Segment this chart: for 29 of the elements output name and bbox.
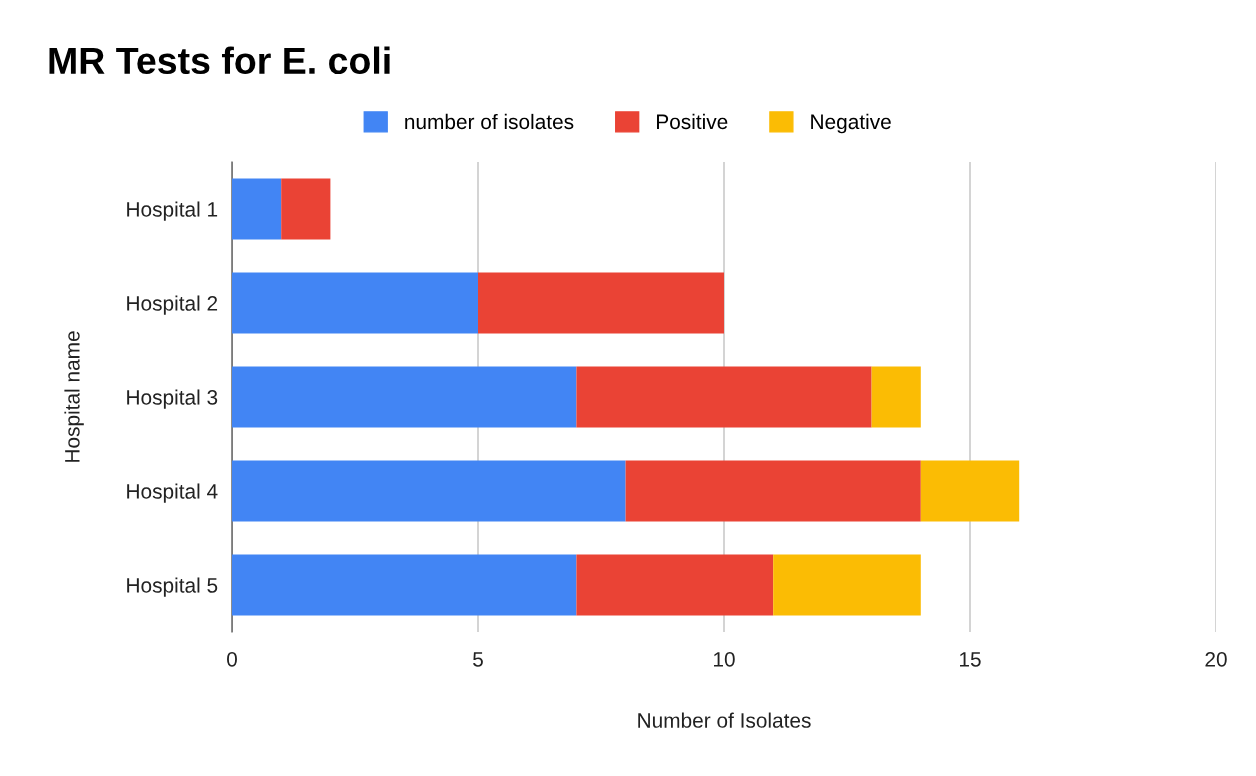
bar [281, 178, 331, 240]
bar [232, 460, 626, 522]
bar [232, 178, 282, 240]
bar [576, 554, 774, 616]
x-axis-title: Number of Isolates [638, 712, 811, 728]
y-tick-label: Hospital 1 [127, 201, 218, 221]
y-axis-title: Hospital name [64, 331, 84, 462]
legend-label: Negative [811, 113, 891, 134]
bar [232, 366, 577, 428]
x-tick-label: 20 [1205, 651, 1227, 667]
bar [920, 460, 1020, 522]
bar [478, 272, 724, 334]
legend-label: Positive [657, 113, 728, 130]
bar [773, 554, 921, 616]
y-tick-label: Hospital 3 [127, 389, 218, 409]
x-tick-label: 10 [714, 651, 735, 667]
x-tick-label: 0 [227, 651, 237, 667]
y-tick-label: Hospital 5 [127, 577, 218, 597]
legend-label: number of isolates [405, 113, 574, 130]
bar [625, 460, 921, 522]
chart-title: MR Tests for E. coli [49, 46, 390, 75]
bar [232, 272, 478, 334]
bar [871, 366, 921, 428]
bar [576, 366, 872, 428]
bar [232, 554, 577, 616]
y-tick-label: Hospital 2 [127, 295, 218, 315]
x-tick-label: 15 [960, 652, 981, 667]
y-tick-label: Hospital 4 [127, 483, 218, 503]
x-tick-label: 5 [473, 652, 483, 667]
